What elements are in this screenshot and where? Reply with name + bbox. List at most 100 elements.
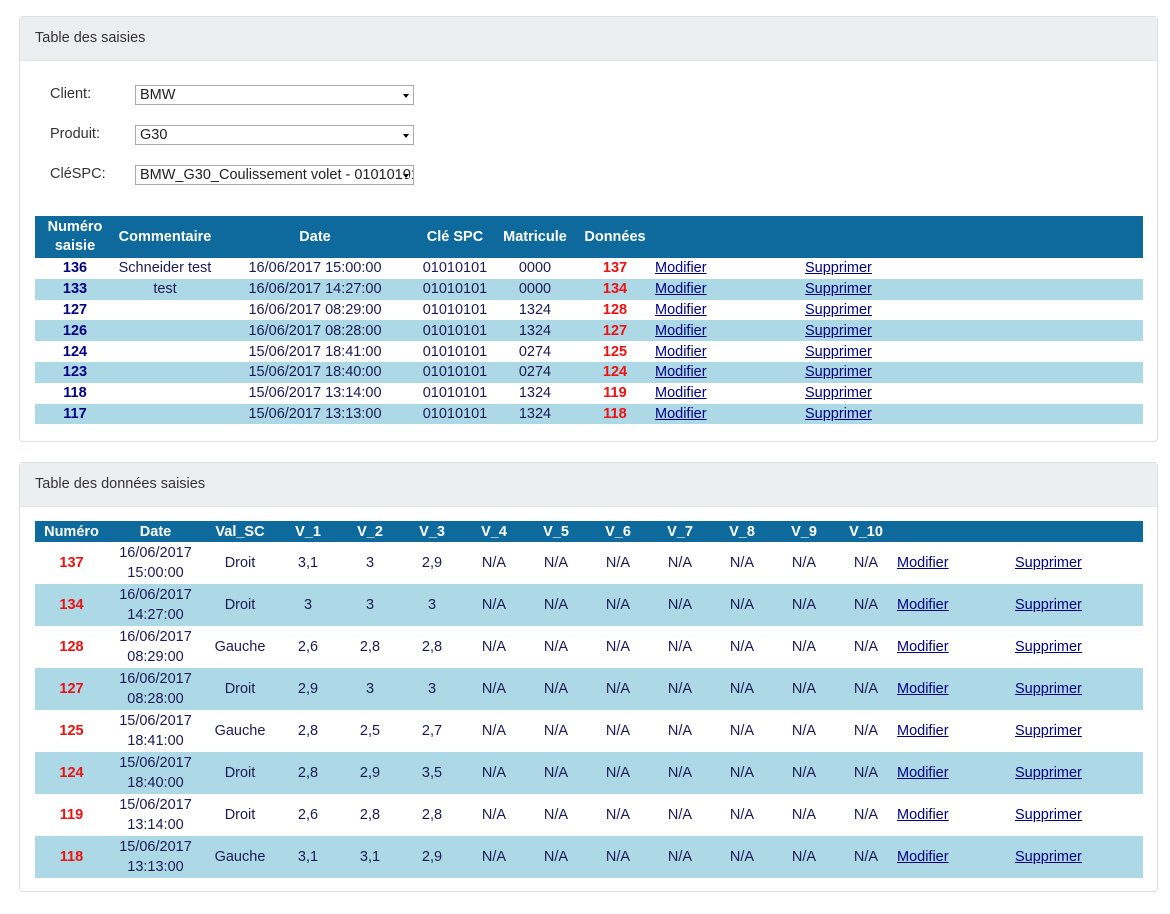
commentaire-cell: [115, 300, 215, 321]
numero-cell: 117: [35, 403, 115, 425]
val-sc-cell: Gauche: [214, 722, 266, 739]
modifier-link-cell: Modifier: [897, 836, 1015, 878]
modifier-link-cell: Modifier: [655, 361, 805, 383]
matricule-cell: 1324: [518, 301, 552, 318]
supprimer-link[interactable]: Supprimer: [1015, 638, 1082, 655]
numero-cell: 127: [62, 301, 88, 318]
donnees-panel: Table des données saisies Numéro Date Val_…: [19, 462, 1158, 892]
supprimer-link[interactable]: Supprimer: [805, 281, 872, 298]
modifier-link[interactable]: Modifier: [655, 364, 707, 381]
v-7-cell: N/A: [667, 722, 693, 739]
supprimer-link-cell: Supprimer: [1015, 668, 1143, 710]
header-empty: [1015, 521, 1143, 542]
modifier-link[interactable]: Modifier: [897, 638, 949, 655]
supprimer-link[interactable]: Supprimer: [1015, 848, 1082, 865]
numero-cell: 137: [59, 554, 84, 571]
matricule-cell: 0000: [518, 260, 552, 277]
v-2-cell: 3,1: [339, 836, 401, 878]
modifier-link[interactable]: Modifier: [897, 722, 949, 739]
header-v8: V_8: [711, 521, 773, 542]
supprimer-link[interactable]: Supprimer: [805, 260, 872, 277]
modifier-link[interactable]: Modifier: [655, 322, 707, 339]
modifier-link[interactable]: Modifier: [897, 764, 949, 781]
supprimer-link-cell: Supprimer: [805, 320, 955, 342]
supprimer-link[interactable]: Supprimer: [1015, 680, 1082, 697]
modifier-link[interactable]: Modifier: [655, 385, 707, 402]
table-row: 134 16/06/2017 14:27:00 Droit 3 3 3 N/A N/A N/A N/…: [35, 584, 1143, 626]
clespc-select[interactable]: BMW_G30_Coulissement volet - 01010101: [135, 165, 414, 185]
supprimer-link[interactable]: Supprimer: [805, 385, 872, 402]
matricule-cell: 0274: [518, 343, 552, 360]
numero-cell: 136: [62, 260, 88, 277]
donnees-cell: 118: [575, 403, 655, 425]
empty-cell: [955, 300, 1143, 321]
v-9-cell: N/A: [791, 554, 817, 571]
v-10-cell: N/A: [835, 836, 897, 878]
v-7-cell: N/A: [649, 752, 711, 794]
numero-cell: 124: [62, 343, 88, 360]
modifier-link-cell: Modifier: [655, 300, 805, 321]
clespc-label: CléSPC:: [50, 166, 106, 182]
header-v2: V_2: [339, 521, 401, 542]
client-select[interactable]: BMW: [135, 85, 414, 105]
v-7-cell: N/A: [667, 806, 693, 823]
date-cell: 16/06/2017 08:28:00: [108, 668, 203, 710]
supprimer-link[interactable]: Supprimer: [1015, 596, 1082, 613]
modifier-link[interactable]: Modifier: [655, 343, 707, 360]
v-3-cell: 3: [401, 584, 463, 626]
supprimer-link-cell: Supprimer: [805, 300, 955, 321]
supprimer-link-cell: Supprimer: [805, 258, 955, 279]
supprimer-link[interactable]: Supprimer: [1015, 764, 1082, 781]
v-8-cell: N/A: [729, 554, 755, 571]
donnees-cell: 127: [575, 320, 655, 342]
v-6-cell: N/A: [605, 806, 631, 823]
commentaire-cell: [115, 341, 215, 362]
supprimer-link[interactable]: Supprimer: [805, 322, 872, 339]
modifier-link-cell: Modifier: [897, 710, 1015, 752]
modifier-link[interactable]: Modifier: [655, 301, 707, 318]
supprimer-link[interactable]: Supprimer: [805, 301, 872, 318]
modifier-link-cell: Modifier: [655, 258, 805, 279]
header-date: Date: [215, 216, 415, 258]
supprimer-link[interactable]: Supprimer: [1015, 806, 1082, 823]
modifier-link-cell: Modifier: [897, 626, 1015, 668]
matricule-cell: 0000: [495, 278, 575, 300]
v-10-cell: N/A: [853, 806, 879, 823]
donnees-cell: 128: [602, 301, 628, 318]
supprimer-link[interactable]: Supprimer: [805, 343, 872, 360]
produit-row: Produit:: [50, 126, 100, 142]
v-5-cell: N/A: [525, 584, 587, 626]
modifier-link[interactable]: Modifier: [897, 554, 949, 571]
v-10-cell: N/A: [853, 554, 879, 571]
empty-cell: [955, 258, 1143, 279]
modifier-link[interactable]: Modifier: [655, 405, 707, 422]
client-select-value: BMW: [140, 87, 176, 103]
modifier-link[interactable]: Modifier: [655, 260, 707, 277]
commentaire-cell: [115, 320, 215, 342]
supprimer-link-cell: Supprimer: [805, 383, 955, 404]
supprimer-link[interactable]: Supprimer: [805, 405, 872, 422]
date-cell: 16/06/2017 08:29:00: [108, 626, 203, 668]
produit-select[interactable]: G30: [135, 125, 414, 145]
numero-cell: 128: [59, 638, 84, 655]
v-5-cell: N/A: [525, 668, 587, 710]
cle-spc-cell: 01010101: [422, 301, 488, 318]
v-7-cell: N/A: [649, 584, 711, 626]
table-row: 127 16/06/2017 08:28:00 Droit 2,9 3 3 N/A N/A N/A…: [35, 668, 1143, 710]
modifier-link[interactable]: Modifier: [897, 806, 949, 823]
modifier-link-cell: Modifier: [897, 752, 1015, 794]
header-v6: V_6: [587, 521, 649, 542]
empty-cell: [955, 383, 1143, 404]
supprimer-link[interactable]: Supprimer: [805, 364, 872, 381]
v-8-cell: N/A: [729, 806, 755, 823]
modifier-link[interactable]: Modifier: [897, 596, 949, 613]
cle-spc-cell: 01010101: [415, 403, 495, 425]
modifier-link[interactable]: Modifier: [655, 281, 707, 298]
v-9-cell: N/A: [773, 752, 835, 794]
supprimer-link[interactable]: Supprimer: [1015, 722, 1082, 739]
supprimer-link[interactable]: Supprimer: [1015, 554, 1082, 571]
v-10-cell: N/A: [835, 752, 897, 794]
modifier-link[interactable]: Modifier: [897, 848, 949, 865]
date-cell: 15/06/2017 13:14:00: [248, 385, 382, 402]
modifier-link[interactable]: Modifier: [897, 680, 949, 697]
